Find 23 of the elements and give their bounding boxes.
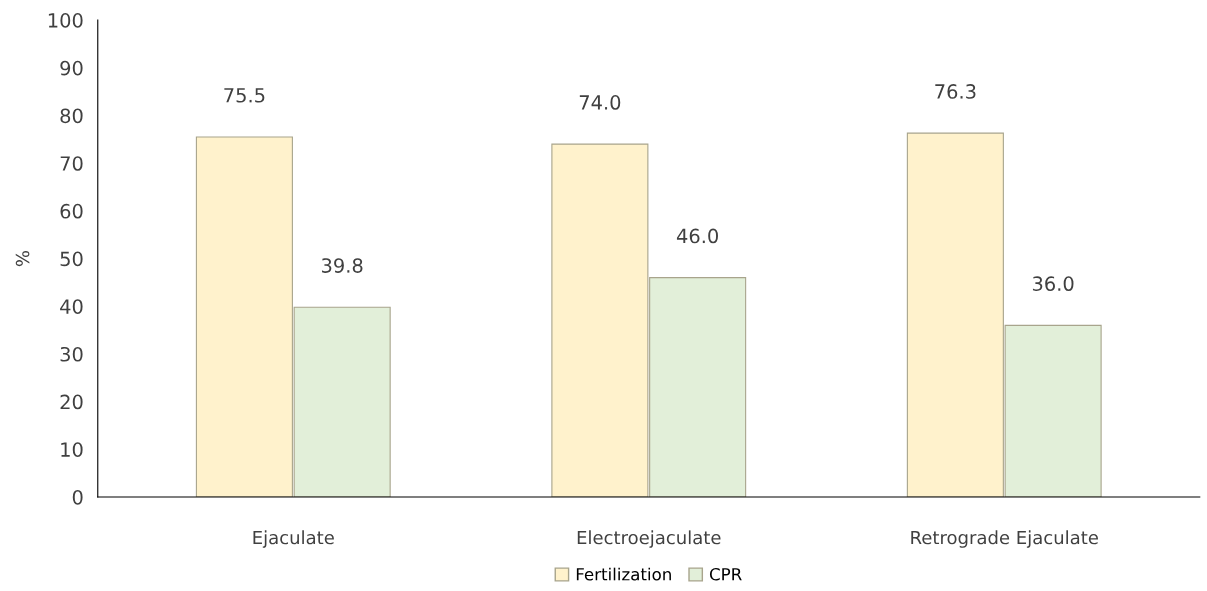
y-tick-label: 20 bbox=[60, 394, 83, 410]
y-tick-label: 50 bbox=[60, 251, 83, 267]
y-tick-label: 10 bbox=[61, 442, 83, 457]
y-tick-label: 60 bbox=[60, 203, 83, 219]
y-tick-label: 40 bbox=[60, 299, 83, 314]
y-tick-label: 80 bbox=[60, 108, 83, 124]
legend-label: Fertilization bbox=[576, 567, 671, 581]
data-label: 75.5 bbox=[224, 88, 265, 103]
y-tick-label: 30 bbox=[60, 346, 83, 362]
y-axis-title: % bbox=[15, 250, 30, 267]
y-tick-label: 70 bbox=[60, 156, 83, 171]
data-label: 46.0 bbox=[676, 228, 718, 244]
y-tick-label: 90 bbox=[60, 60, 83, 76]
y-tick-label: 100 bbox=[48, 13, 83, 28]
data-label: 74.0 bbox=[579, 95, 621, 110]
y-tick-label: 0 bbox=[72, 489, 83, 505]
x-tick-label: Retrograde Ejaculate bbox=[911, 530, 1098, 548]
legend-label: CPR bbox=[709, 567, 742, 581]
data-label: 36.0 bbox=[1032, 276, 1074, 292]
data-label: 39.8 bbox=[322, 258, 363, 273]
data-label: 76.3 bbox=[935, 84, 976, 99]
x-tick-label: Ejaculate bbox=[253, 530, 334, 548]
x-tick-label: Electroejaculate bbox=[577, 530, 721, 548]
